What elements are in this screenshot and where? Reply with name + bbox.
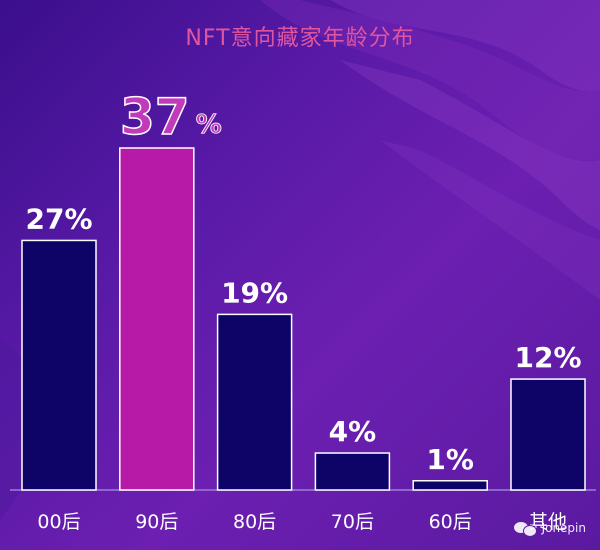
data-label-2: 19% bbox=[221, 276, 288, 309]
category-label-1: 90后 bbox=[135, 511, 178, 533]
data-label-4: 1% bbox=[426, 443, 474, 476]
category-label-3: 70后 bbox=[331, 511, 374, 533]
wechat-icon bbox=[513, 520, 537, 537]
watermark-text: Jonepin bbox=[541, 521, 586, 535]
category-label-2: 80后 bbox=[233, 511, 276, 533]
bar-0 bbox=[21, 239, 97, 491]
chart-title: NFT意向藏家年龄分布 bbox=[185, 26, 415, 51]
bar-1 bbox=[119, 147, 195, 491]
watermark: Jonepin bbox=[513, 520, 586, 537]
category-label-5: 其他 bbox=[529, 511, 567, 533]
category-label-4: 60后 bbox=[429, 511, 472, 533]
bar-4 bbox=[412, 480, 488, 491]
data-label-3: 4% bbox=[329, 415, 377, 448]
bar-3 bbox=[314, 452, 391, 491]
bar-5 bbox=[510, 378, 586, 491]
category-label-0: 00后 bbox=[37, 511, 80, 533]
data-label-0: 27% bbox=[25, 202, 92, 235]
data-label-1: 37 bbox=[120, 88, 190, 146]
data-label-unit-1: % bbox=[196, 110, 222, 140]
bar-2 bbox=[216, 313, 293, 491]
data-label-5: 12% bbox=[514, 341, 581, 374]
